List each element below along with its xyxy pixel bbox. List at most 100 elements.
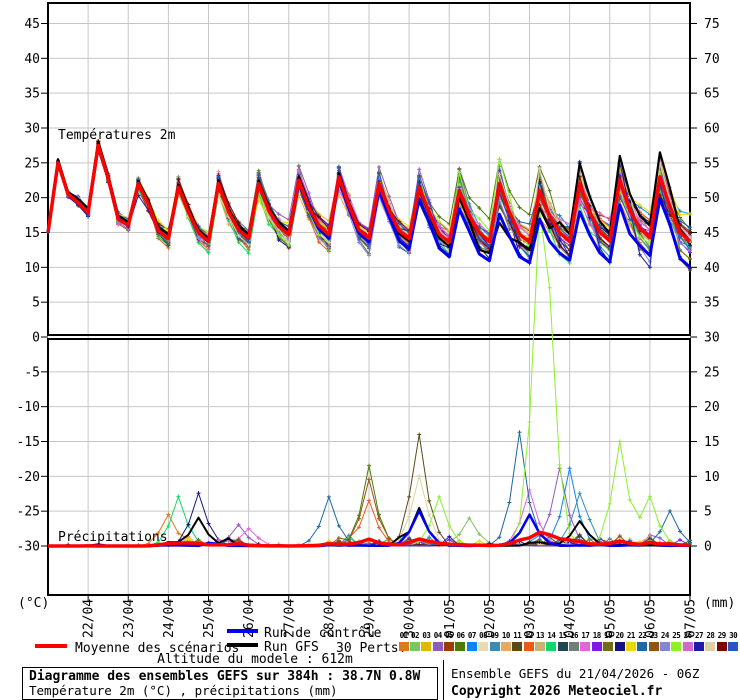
- svg-text:0: 0: [704, 540, 712, 555]
- pert-20-number: 20: [615, 631, 624, 640]
- pert-10: 10: [500, 630, 511, 651]
- pert-18: 18: [591, 630, 602, 651]
- svg-text:55: 55: [704, 156, 720, 171]
- svg-text:10: 10: [24, 261, 40, 276]
- pert-28-number: 28: [706, 631, 715, 640]
- pert-03-number: 03: [422, 631, 431, 640]
- pert-22-swatch: [637, 642, 648, 651]
- svg-text:-5: -5: [24, 365, 40, 380]
- pert-24-swatch: [659, 642, 670, 651]
- svg-text:40: 40: [24, 52, 40, 67]
- pert-23-swatch: [648, 642, 659, 651]
- svg-text:30/04: 30/04: [403, 599, 418, 638]
- axis-unit-labels: (°C) (mm): [18, 596, 735, 611]
- pert-06-number: 06: [456, 631, 465, 640]
- svg-text:35: 35: [704, 296, 720, 311]
- pert-26-number: 26: [683, 631, 693, 640]
- pert-14: 14: [546, 630, 557, 651]
- pert-01-swatch: [398, 642, 409, 651]
- pert-26: 26: [682, 630, 693, 651]
- pert-29: 29: [716, 630, 727, 651]
- svg-text:5: 5: [704, 505, 712, 520]
- pert-03: 03: [421, 630, 432, 651]
- svg-text:(mm): (mm): [704, 596, 735, 611]
- pert-23: 23: [648, 630, 659, 651]
- svg-text:23/04: 23/04: [122, 599, 137, 638]
- pert-09-number: 09: [490, 631, 500, 640]
- svg-text:07/05: 07/05: [684, 599, 699, 638]
- pert-16: 16: [568, 630, 580, 651]
- temperature-panel-label: Températures 2m: [58, 128, 176, 143]
- pert-26-swatch: [682, 642, 693, 651]
- svg-text:25/04: 25/04: [202, 599, 217, 638]
- pert-02-swatch: [410, 642, 421, 651]
- pert-18-swatch: [591, 642, 602, 651]
- pert-27-number: 27: [695, 631, 704, 640]
- svg-text:-20: -20: [17, 470, 40, 485]
- pert-07-swatch: [466, 642, 477, 651]
- pert-28-swatch: [705, 642, 716, 651]
- footer-divider: [443, 660, 444, 700]
- pert-05: 05: [443, 630, 455, 651]
- svg-text:15: 15: [24, 226, 40, 241]
- pert-14-number: 14: [547, 631, 556, 640]
- pert-11-number: 11: [513, 631, 522, 640]
- precip-pert-07-markers: [387, 466, 622, 547]
- legend-mean-swatch: [35, 644, 67, 648]
- svg-text:20: 20: [704, 400, 720, 415]
- pert-04-number: 04: [433, 631, 443, 640]
- pert-14-swatch: [546, 642, 557, 651]
- pert-08: 08: [478, 630, 489, 651]
- legend-control-label: Run de contrôle: [264, 626, 382, 641]
- svg-text:30: 30: [24, 121, 40, 136]
- pert-16-number: 16: [570, 631, 579, 640]
- svg-text:-15: -15: [17, 435, 40, 450]
- pert-18-number: 18: [592, 631, 602, 640]
- svg-text:45: 45: [24, 17, 40, 32]
- precip-pert-28-markers: [306, 474, 632, 547]
- pert-20: 20: [614, 630, 625, 651]
- legend-gfs-swatch: [227, 643, 258, 647]
- pert-12: 12: [523, 630, 534, 651]
- temp-mean-line: [46, 143, 692, 244]
- pert-27-swatch: [694, 642, 705, 651]
- legend-gfs-label: Run GFS: [264, 640, 319, 655]
- svg-text:35: 35: [24, 87, 40, 102]
- pert-28: 28: [705, 630, 716, 651]
- legend-perts-label: 30 Perts.: [336, 641, 407, 656]
- pert-03-swatch: [421, 642, 432, 651]
- precip-mean-line: [48, 530, 690, 548]
- pert-13-number: 13: [535, 631, 545, 640]
- pert-25: 25: [671, 630, 682, 651]
- axis-ticks: [41, 22, 697, 601]
- pert-06-swatch: [455, 642, 466, 651]
- svg-text:60: 60: [704, 121, 720, 136]
- svg-text:26/04: 26/04: [242, 599, 257, 638]
- temperature-panel-border: [47, 2, 691, 336]
- pert-02-number: 02: [411, 631, 420, 640]
- svg-text:70: 70: [704, 52, 720, 67]
- svg-text:(°C): (°C): [18, 596, 49, 611]
- pert-20-swatch: [614, 642, 625, 651]
- pert-08-number: 08: [479, 631, 488, 640]
- svg-text:65: 65: [704, 87, 720, 102]
- pert-29-swatch: [716, 642, 727, 651]
- x-axis-date-labels: 22/04 23/04 24/04 25/04 26/04 27/04 28/04 29/04…: [82, 599, 699, 638]
- pert-19-swatch: [603, 642, 614, 651]
- pert-02: 02: [409, 630, 421, 651]
- pert-08-swatch: [478, 642, 489, 651]
- svg-text:25: 25: [24, 156, 40, 171]
- svg-text:-10: -10: [17, 400, 40, 415]
- pert-25-number: 25: [672, 631, 681, 640]
- legend-control-swatch: [227, 629, 258, 633]
- svg-text:03/05: 03/05: [523, 599, 538, 638]
- pert-29-number: 29: [717, 631, 727, 640]
- pert-25-swatch: [671, 642, 682, 651]
- pert-04-swatch: [432, 642, 443, 651]
- pert-12-swatch: [523, 642, 534, 651]
- pert-01-number: 01: [399, 631, 409, 640]
- svg-text:22/04: 22/04: [82, 599, 97, 638]
- perturbation-color-strip: 01 02 03 04 05 06 07 08 09 10 11 12 13 14 15 16 17 18 19 20…: [398, 630, 739, 651]
- svg-text:45: 45: [704, 226, 720, 241]
- pert-19-number: 19: [604, 631, 613, 640]
